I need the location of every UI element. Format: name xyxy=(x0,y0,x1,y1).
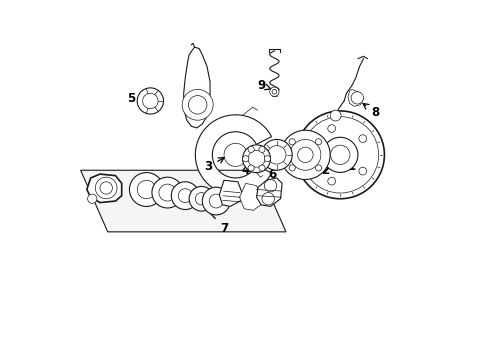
Polygon shape xyxy=(81,170,286,232)
Polygon shape xyxy=(196,115,271,195)
Circle shape xyxy=(322,137,358,172)
Circle shape xyxy=(172,182,199,210)
Circle shape xyxy=(272,89,277,94)
Text: 8: 8 xyxy=(363,103,379,119)
Circle shape xyxy=(143,93,158,109)
Circle shape xyxy=(331,145,350,165)
Circle shape xyxy=(297,147,313,163)
Circle shape xyxy=(264,156,270,162)
Polygon shape xyxy=(87,174,122,203)
Circle shape xyxy=(189,186,214,211)
Circle shape xyxy=(100,182,112,194)
Circle shape xyxy=(290,139,321,170)
Circle shape xyxy=(159,184,176,201)
Circle shape xyxy=(289,139,295,145)
Text: 5: 5 xyxy=(127,92,144,105)
Circle shape xyxy=(259,146,265,152)
Circle shape xyxy=(262,193,274,205)
Circle shape xyxy=(137,180,156,199)
Text: 6: 6 xyxy=(269,159,277,181)
Circle shape xyxy=(248,165,254,171)
Circle shape xyxy=(96,177,117,199)
Circle shape xyxy=(359,135,367,143)
Circle shape xyxy=(289,165,295,171)
Text: 3: 3 xyxy=(204,158,224,173)
Circle shape xyxy=(268,145,286,164)
Circle shape xyxy=(129,172,164,206)
Polygon shape xyxy=(348,89,364,106)
Circle shape xyxy=(243,145,270,172)
Circle shape xyxy=(359,167,367,175)
Text: 7: 7 xyxy=(200,202,228,234)
Circle shape xyxy=(309,151,316,159)
Circle shape xyxy=(302,117,379,193)
Circle shape xyxy=(316,165,321,171)
Circle shape xyxy=(248,146,254,152)
Circle shape xyxy=(152,177,183,208)
Circle shape xyxy=(351,92,364,104)
Circle shape xyxy=(196,193,208,205)
Circle shape xyxy=(137,88,164,114)
Circle shape xyxy=(328,125,336,132)
Circle shape xyxy=(248,150,265,167)
Circle shape xyxy=(182,89,213,120)
Polygon shape xyxy=(240,183,263,210)
Circle shape xyxy=(281,130,330,180)
Circle shape xyxy=(259,165,265,171)
Circle shape xyxy=(264,180,277,192)
Circle shape xyxy=(316,139,321,145)
Circle shape xyxy=(261,139,292,170)
Circle shape xyxy=(178,189,192,203)
Circle shape xyxy=(209,194,223,208)
Polygon shape xyxy=(257,178,282,206)
Circle shape xyxy=(270,87,279,96)
Circle shape xyxy=(330,110,341,121)
Circle shape xyxy=(243,156,249,162)
Text: 1: 1 xyxy=(337,155,356,173)
Circle shape xyxy=(188,95,207,114)
Circle shape xyxy=(328,177,336,185)
Circle shape xyxy=(224,143,247,166)
Circle shape xyxy=(296,111,385,199)
Polygon shape xyxy=(220,180,244,206)
Circle shape xyxy=(202,187,230,215)
Polygon shape xyxy=(184,47,210,128)
Text: 9: 9 xyxy=(257,79,271,92)
Text: 2: 2 xyxy=(311,158,329,177)
Text: 4: 4 xyxy=(242,159,254,177)
Circle shape xyxy=(88,194,97,203)
